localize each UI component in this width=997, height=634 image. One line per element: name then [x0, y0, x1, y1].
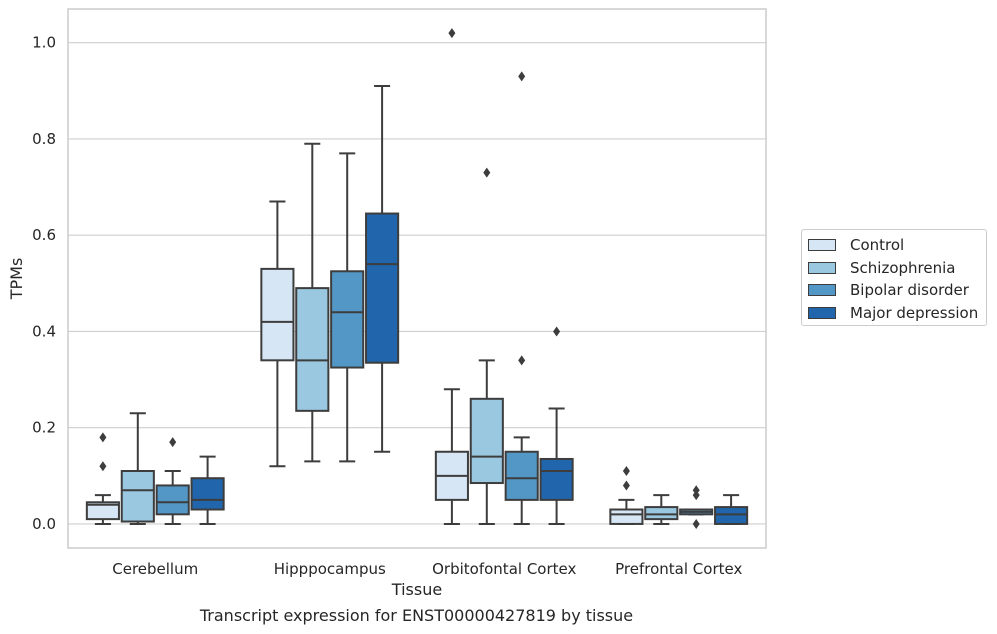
x-tick-label: Prefrontal Cortex	[615, 560, 742, 578]
outlier-point	[518, 71, 526, 82]
x-tick-label: Cerebellum	[112, 560, 198, 578]
box-control	[260, 267, 295, 362]
box-schizophrenia	[120, 470, 155, 523]
outlier-point	[518, 355, 526, 366]
box-control	[85, 501, 120, 521]
legend-item: Schizophrenia	[808, 258, 955, 278]
outlier-point	[622, 480, 630, 491]
outlier-point	[692, 518, 700, 529]
plot-frame	[67, 8, 767, 549]
outlier-point	[483, 167, 491, 178]
outlier-point	[553, 326, 561, 337]
y-tick-label: 1.0	[32, 34, 56, 52]
legend-swatch	[808, 239, 836, 251]
x-tick-label: Orbitofontal Cortex	[432, 560, 576, 578]
chart-caption: Transcript expression for ENST0000042781…	[199, 606, 634, 625]
legend-item: Major depression	[808, 303, 978, 323]
outlier-point	[99, 432, 107, 443]
box-major-depression	[190, 477, 225, 511]
y-tick-label: 0.0	[32, 515, 56, 533]
box-bipolar-disorder	[504, 450, 539, 501]
legend-item: Bipolar disorder	[808, 280, 969, 300]
outlier-point	[99, 461, 107, 472]
box-schizophrenia	[295, 287, 330, 412]
outlier-point	[692, 485, 700, 496]
outlier-point	[169, 437, 177, 448]
outlier-point	[448, 28, 456, 39]
box-bipolar-disorder	[330, 270, 365, 369]
legend-label: Schizophrenia	[850, 258, 956, 277]
x-axis-label: Tissue	[391, 580, 442, 599]
y-tick-label: 0.6	[32, 226, 56, 244]
legend-label: Bipolar disorder	[850, 281, 969, 299]
legend-label: Major depression	[850, 303, 979, 322]
box-control	[609, 508, 644, 525]
box-schizophrenia	[469, 397, 504, 485]
y-axis-label: TPMs	[7, 258, 26, 301]
box-bipolar-disorder	[155, 484, 190, 516]
legend-swatch	[808, 284, 836, 296]
y-tick-label: 0.4	[32, 322, 56, 340]
box-major-depression	[365, 212, 400, 364]
legend: Control Schizophrenia Bipolar disorder Majo…	[801, 229, 987, 326]
legend-item: Control	[808, 235, 904, 255]
legend-label: Control	[850, 236, 905, 254]
legend-swatch	[808, 306, 836, 319]
box-schizophrenia	[644, 506, 679, 521]
y-tick-label: 0.8	[32, 130, 56, 148]
y-tick-label: 0.2	[32, 419, 56, 437]
box-major-depression	[714, 506, 749, 525]
outlier-point	[622, 466, 630, 476]
box-major-depression	[539, 457, 574, 501]
legend-swatch	[808, 261, 836, 274]
x-tick-label: Hipppocampus	[274, 560, 386, 578]
